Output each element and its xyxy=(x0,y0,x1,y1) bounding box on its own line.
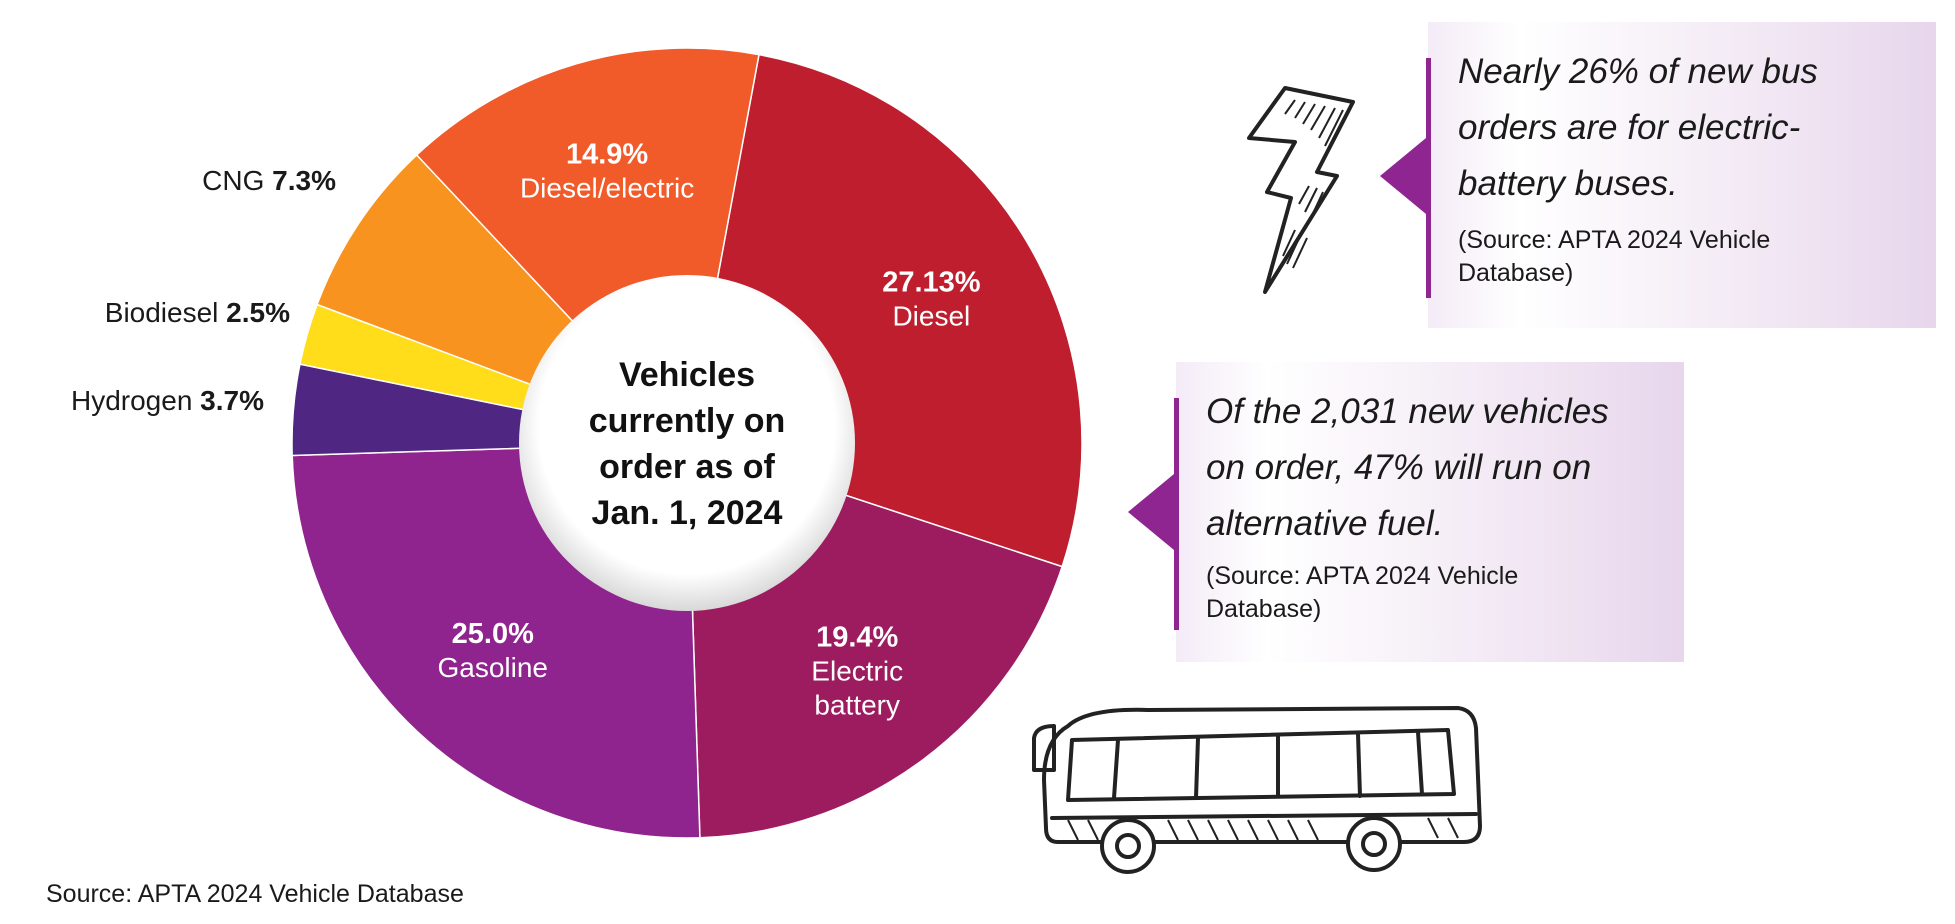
callout-quote: Of the 2,031 new vehicles on order, 47% … xyxy=(1206,392,1609,543)
bus-icon xyxy=(1032,706,1482,874)
center-label-line: order as of xyxy=(599,448,775,486)
slice-label-biodiesel: Biodiesel 2.5% xyxy=(105,297,290,328)
slice-pct-diesel-electric: 14.9% xyxy=(566,138,648,170)
slice-pct: 7.3% xyxy=(272,165,336,196)
slice-pct: 3.7% xyxy=(200,385,264,416)
callout-alternative-fuel: Of the 2,031 new vehicles on order, 47% … xyxy=(1128,362,1684,662)
center-label-line: currently on xyxy=(589,402,785,440)
callout-panel xyxy=(1176,362,1684,662)
callout-accent-bar xyxy=(1426,58,1431,298)
callout-source: (Source: APTA 2024 Vehicle Database) xyxy=(1458,226,1771,287)
slice-pct-diesel: 27.13% xyxy=(882,266,981,298)
slice-pct: 2.5% xyxy=(226,297,290,328)
lightning-bolt-icon xyxy=(1247,86,1355,294)
center-label-line: Jan. 1, 2024 xyxy=(592,494,783,532)
center-label-line: Vehicles xyxy=(619,356,755,394)
footer-source: Source: APTA 2024 Vehicle Database xyxy=(46,880,464,908)
slice-label-cng: CNG 7.3% xyxy=(202,165,336,196)
slice-name-diesel: Diesel xyxy=(892,300,970,331)
slice-name: Hydrogen xyxy=(71,385,200,416)
slice-name-diesel-electric: Diesel/electric xyxy=(520,172,694,203)
slice-name-electric-battery: Electric xyxy=(811,655,903,686)
slice-pct-electric-battery: 19.4% xyxy=(816,621,898,653)
callout-pointer xyxy=(1380,138,1426,214)
callout-panel xyxy=(1428,22,1936,328)
callout-quote: Nearly 26% of new bus orders are for ele… xyxy=(1458,52,1818,203)
slice-name-gasoline: Gasoline xyxy=(437,652,548,683)
slice-name: Biodiesel xyxy=(105,297,226,328)
callout-pointer xyxy=(1128,474,1174,550)
donut-hole xyxy=(519,275,855,611)
callout-source: (Source: APTA 2024 Vehicle Database) xyxy=(1206,562,1519,623)
callout-electric-battery: Nearly 26% of new bus orders are for ele… xyxy=(1380,22,1936,328)
slice-pct-gasoline: 25.0% xyxy=(452,618,534,650)
slice-label-hydrogen: Hydrogen 3.7% xyxy=(71,385,264,416)
slice-name: CNG xyxy=(202,165,272,196)
callout-accent-bar xyxy=(1174,398,1179,630)
slice-name-electric-battery: battery xyxy=(814,689,900,720)
